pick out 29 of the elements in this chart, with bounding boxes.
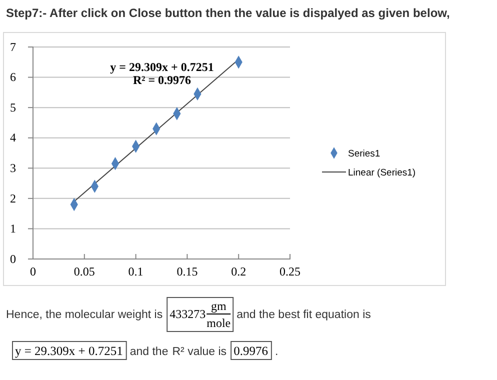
annotation: y = 29.309x + 0.7251 [110, 60, 214, 74]
y-tick-label: 5 [10, 100, 16, 114]
x-tick-label: 0.25 [280, 264, 300, 279]
text: y = 29.309x + 0.7251 [15, 344, 123, 358]
legend-label: Series1 [348, 148, 380, 160]
annotation: R² = 0.9976 [132, 73, 192, 87]
text: 433273 [170, 307, 206, 321]
text: and the [130, 346, 168, 358]
text: mole [206, 316, 231, 330]
x-tick-label: 0.05 [74, 264, 95, 279]
text: R² value is [172, 346, 227, 358]
text: and the best fit equation is [236, 309, 372, 321]
y-tick-label: 3 [10, 160, 16, 175]
y-tick-label: 0 [10, 252, 16, 266]
y-tick-label: 4 [10, 130, 16, 145]
chart-title: Step7:- After click on Close button then the value is dispalyed as given below, [6, 6, 450, 20]
text: 0.9976 [234, 344, 268, 358]
y-tick-label: 7 [10, 40, 16, 54]
x-tick-label: 0.2 [231, 264, 246, 279]
text: Hence, the molecular weight is [6, 309, 163, 321]
text: gm [210, 299, 227, 313]
x-tick-label: 0.1 [128, 264, 144, 279]
text: . [274, 346, 278, 358]
x-tick-label: 0 [30, 264, 36, 279]
x-tick-label: 0.15 [176, 264, 198, 279]
y-tick-label: 6 [10, 70, 16, 84]
legend-label: Linear (Series1) [348, 168, 416, 178]
y-tick-label: 1 [10, 222, 16, 236]
y-tick-label: 2 [10, 191, 16, 206]
